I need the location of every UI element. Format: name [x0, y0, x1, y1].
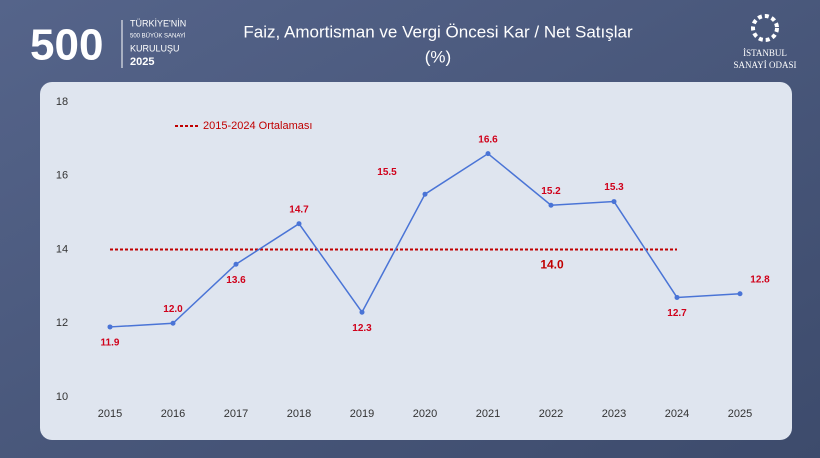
data-label: 11.9 [101, 338, 120, 349]
logo-line: 500 BÜYÜK SANAYİ [130, 33, 186, 40]
y-tick-label: 18 [56, 96, 68, 108]
data-point [359, 309, 365, 315]
data-label: 16.6 [478, 134, 498, 145]
data-label: 15.2 [541, 186, 561, 197]
y-tick-label: 16 [56, 170, 68, 182]
data-label: 15.5 [377, 167, 397, 178]
x-tick-label: 2023 [602, 408, 626, 420]
x-tick-label: 2015 [98, 408, 122, 420]
data-point [170, 320, 176, 326]
data-point [674, 294, 680, 300]
reference-label: 14.0 [540, 258, 564, 272]
org-logo [751, 14, 779, 42]
logo-line: 2025 [130, 56, 154, 68]
data-point [737, 291, 743, 297]
data-label: 12.8 [750, 274, 770, 285]
data-label: 12.0 [163, 304, 183, 315]
data-label: 12.3 [352, 323, 372, 334]
x-tick-label: 2020 [413, 408, 437, 420]
data-point [296, 221, 302, 227]
y-tick-label: 14 [56, 243, 68, 255]
x-tick-label: 2016 [161, 408, 185, 420]
chart-title: Faiz, Amortisman ve Vergi Öncesi Kar / N… [243, 22, 633, 41]
org-line: İSTANBUL [743, 48, 787, 58]
chart-panel [40, 82, 792, 440]
x-tick-label: 2025 [728, 408, 752, 420]
legend-label: 2015-2024 Ortalaması [203, 120, 312, 132]
x-tick-label: 2022 [539, 408, 563, 420]
logo-line: KURULUŞU [130, 43, 180, 53]
data-label: 15.3 [604, 182, 624, 193]
data-point [611, 199, 617, 205]
data-label: 12.7 [667, 308, 687, 319]
x-tick-label: 2024 [665, 408, 689, 420]
data-point [233, 261, 239, 267]
x-tick-label: 2019 [350, 408, 374, 420]
x-tick-label: 2021 [476, 408, 500, 420]
org-line: SANAYİ ODASI [734, 60, 797, 70]
data-point [422, 191, 428, 197]
logo-line: TÜRKİYE'NİN [130, 18, 186, 28]
logo-number: 500 [30, 21, 103, 70]
data-label: 13.6 [226, 275, 246, 286]
y-tick-label: 12 [56, 317, 68, 329]
data-label: 14.7 [289, 204, 309, 215]
data-point [485, 151, 491, 157]
x-tick-label: 2018 [287, 408, 311, 420]
chart-subtitle: (%) [425, 47, 451, 66]
x-tick-label: 2017 [224, 408, 248, 420]
y-tick-label: 10 [56, 391, 68, 403]
data-point [548, 202, 554, 208]
data-point [107, 324, 113, 330]
